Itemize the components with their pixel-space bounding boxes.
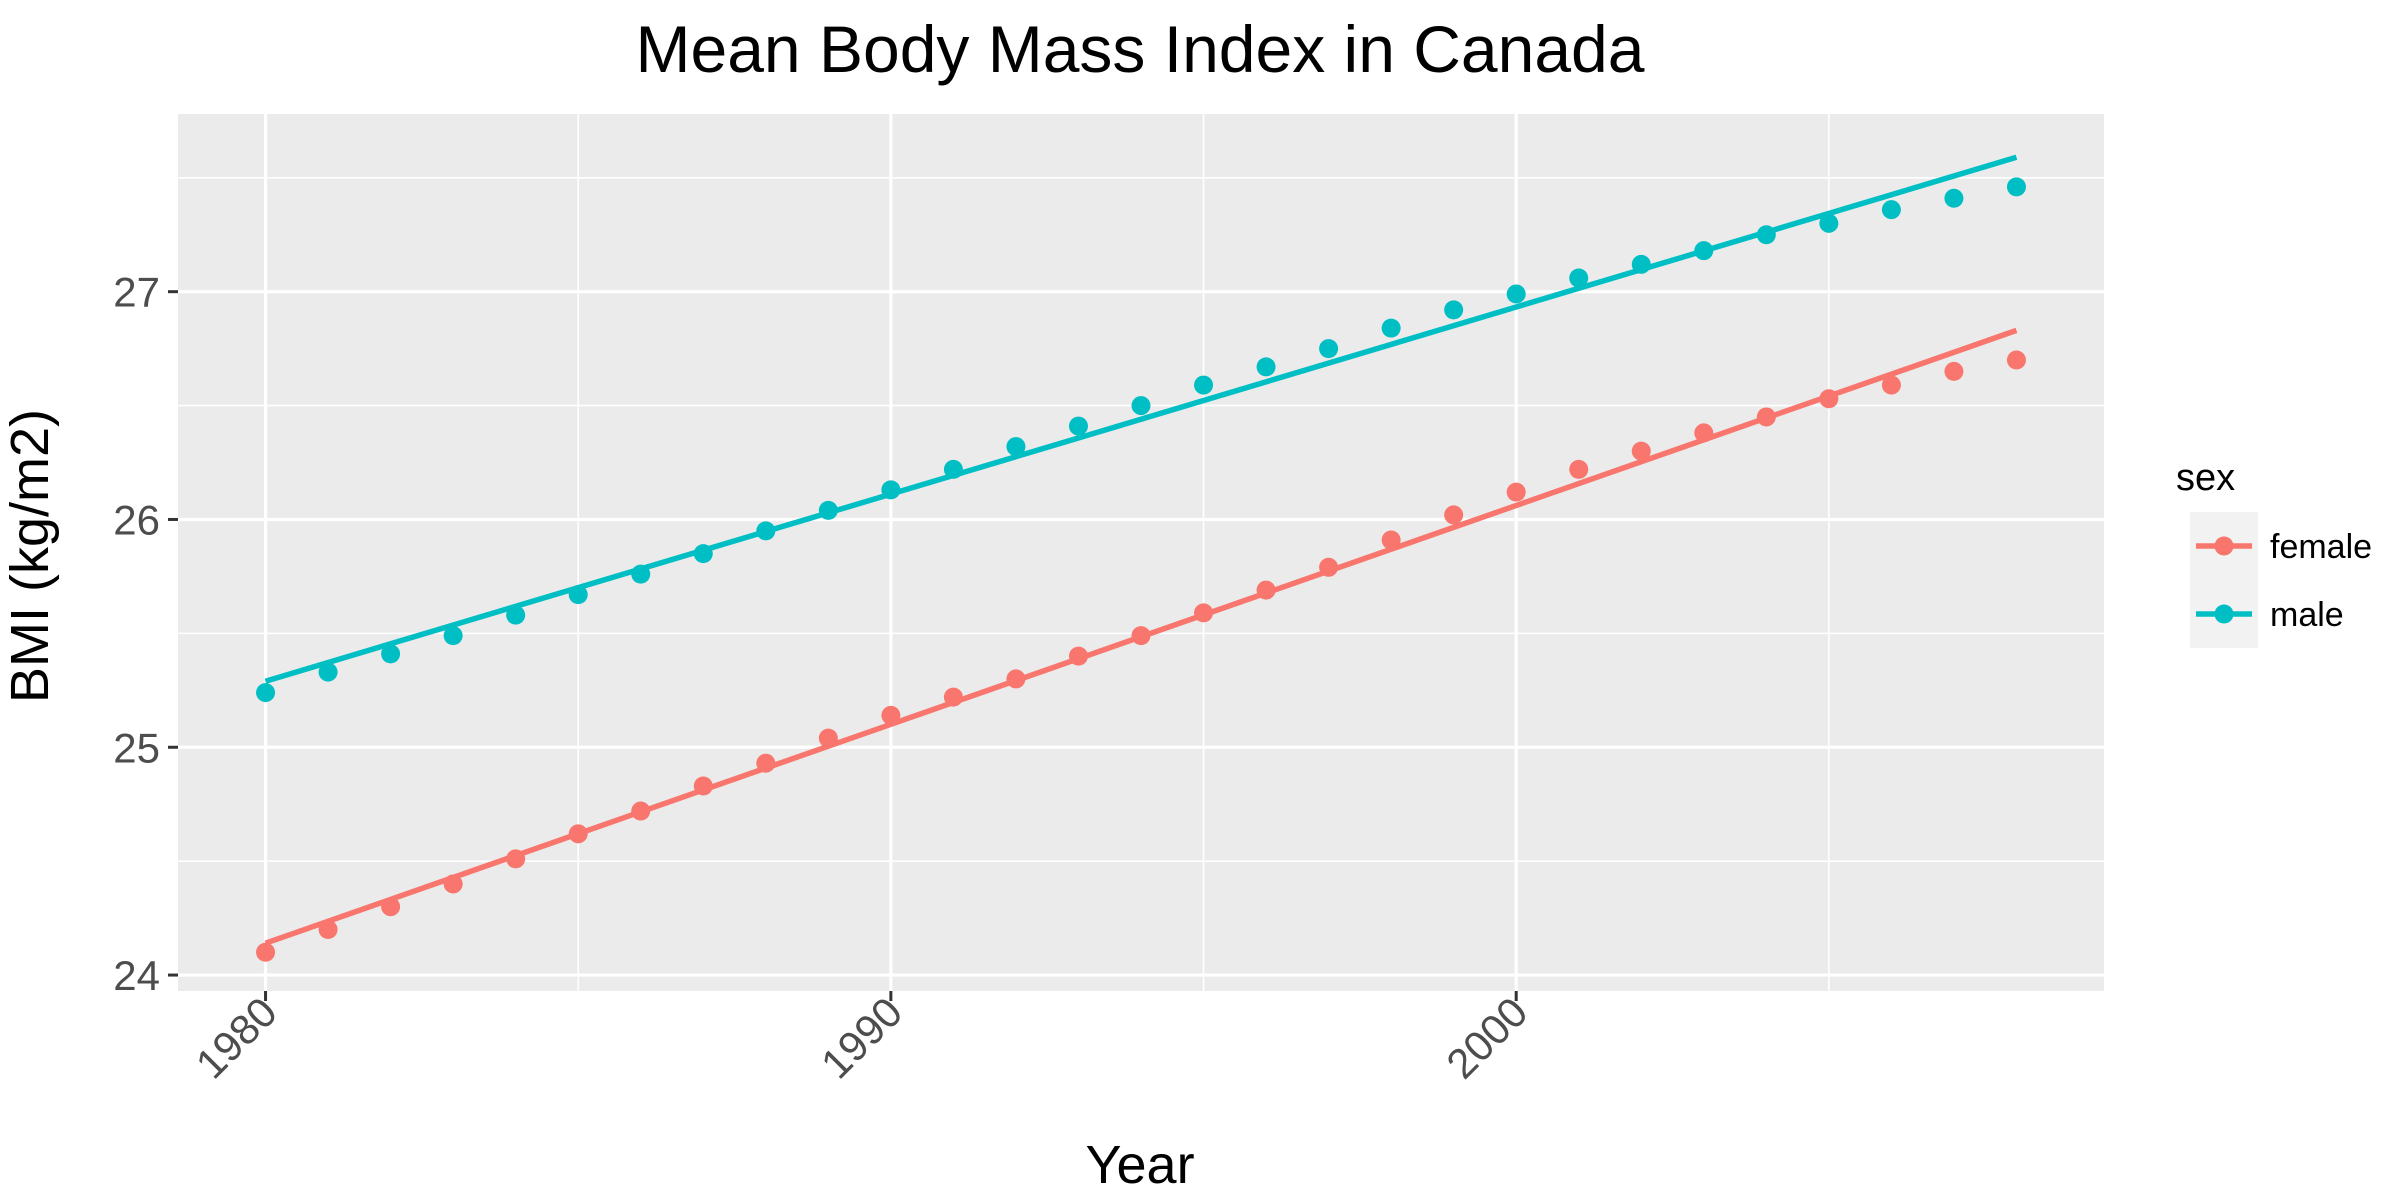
point-male bbox=[818, 500, 838, 520]
x-axis-title: Year bbox=[1085, 1135, 1194, 1195]
legend-label: male bbox=[2270, 596, 2344, 634]
point-male bbox=[1319, 339, 1339, 359]
chart-title: Mean Body Mass Index in Canada bbox=[636, 12, 1645, 86]
axis-ticks bbox=[168, 290, 1518, 1001]
point-female bbox=[1569, 459, 1589, 479]
point-female bbox=[943, 687, 963, 707]
point-male bbox=[1694, 241, 1714, 261]
point-female bbox=[756, 753, 776, 773]
point-female bbox=[256, 942, 276, 962]
point-female bbox=[443, 874, 463, 894]
point-female bbox=[1381, 530, 1401, 550]
point-female bbox=[568, 824, 588, 844]
point-female bbox=[1319, 557, 1339, 577]
y-tick-label: 27 bbox=[113, 269, 160, 316]
point-male bbox=[1569, 268, 1589, 288]
legend-label: female bbox=[2270, 528, 2372, 566]
y-axis-title: BMI (kg/m2) bbox=[0, 409, 60, 703]
point-female bbox=[1506, 482, 1526, 502]
series-female bbox=[256, 327, 2026, 962]
point-female bbox=[1006, 669, 1026, 689]
point-female bbox=[1819, 389, 1839, 409]
plot-panel bbox=[178, 114, 2104, 991]
series-male bbox=[256, 154, 2026, 703]
point-female bbox=[506, 849, 526, 869]
point-male bbox=[1631, 254, 1651, 274]
legend-title: sex bbox=[2176, 457, 2235, 499]
point-male bbox=[381, 644, 401, 664]
point-male bbox=[1881, 200, 1901, 220]
point-male bbox=[256, 683, 276, 703]
major-gridlines bbox=[178, 114, 2104, 991]
point-female bbox=[1131, 626, 1151, 646]
y-tick-label: 26 bbox=[113, 496, 160, 543]
point-female bbox=[1068, 646, 1088, 666]
point-female bbox=[1694, 423, 1714, 443]
point-female bbox=[1881, 375, 1901, 395]
point-female bbox=[1194, 603, 1214, 623]
point-male bbox=[1194, 375, 1214, 395]
point-male bbox=[631, 564, 651, 584]
point-male bbox=[1131, 396, 1151, 416]
point-female bbox=[631, 801, 651, 821]
point-male bbox=[318, 662, 338, 682]
trend-line-male bbox=[264, 154, 2018, 684]
point-male bbox=[756, 521, 776, 541]
point-female bbox=[818, 728, 838, 748]
series-layer bbox=[256, 154, 2026, 962]
point-female bbox=[1631, 441, 1651, 461]
point-male bbox=[1381, 318, 1401, 338]
point-male bbox=[568, 585, 588, 605]
y-tick-label: 24 bbox=[113, 952, 160, 999]
point-male bbox=[1756, 225, 1776, 245]
point-female bbox=[1256, 580, 1276, 600]
point-female bbox=[693, 776, 713, 796]
point-female bbox=[318, 919, 338, 939]
point-male bbox=[881, 480, 901, 500]
y-tick-labels: 24 25 26 27 bbox=[113, 269, 160, 999]
point-male bbox=[506, 605, 526, 625]
point-male bbox=[693, 544, 713, 564]
legend-item-male: male bbox=[2190, 580, 2344, 648]
point-female bbox=[881, 705, 901, 725]
legend: sex female male bbox=[2176, 457, 2372, 648]
point-female bbox=[1444, 505, 1464, 525]
legend-keys: female male bbox=[2190, 512, 2372, 648]
legend-key-point bbox=[2214, 536, 2234, 556]
point-male bbox=[2006, 177, 2026, 197]
point-female bbox=[1944, 361, 1964, 381]
point-male bbox=[1256, 357, 1276, 377]
point-male bbox=[1819, 213, 1839, 233]
y-tick-label: 25 bbox=[113, 724, 160, 771]
point-male bbox=[1006, 437, 1026, 457]
point-male bbox=[443, 626, 463, 646]
point-male bbox=[1444, 300, 1464, 320]
point-female bbox=[1756, 407, 1776, 427]
point-female bbox=[381, 897, 401, 917]
point-male bbox=[943, 459, 963, 479]
point-male bbox=[1506, 284, 1526, 304]
point-male bbox=[1944, 188, 1964, 208]
point-male bbox=[1068, 416, 1088, 436]
point-female bbox=[2006, 350, 2026, 370]
legend-key-point bbox=[2214, 604, 2234, 624]
legend-item-female: female bbox=[2190, 512, 2372, 580]
